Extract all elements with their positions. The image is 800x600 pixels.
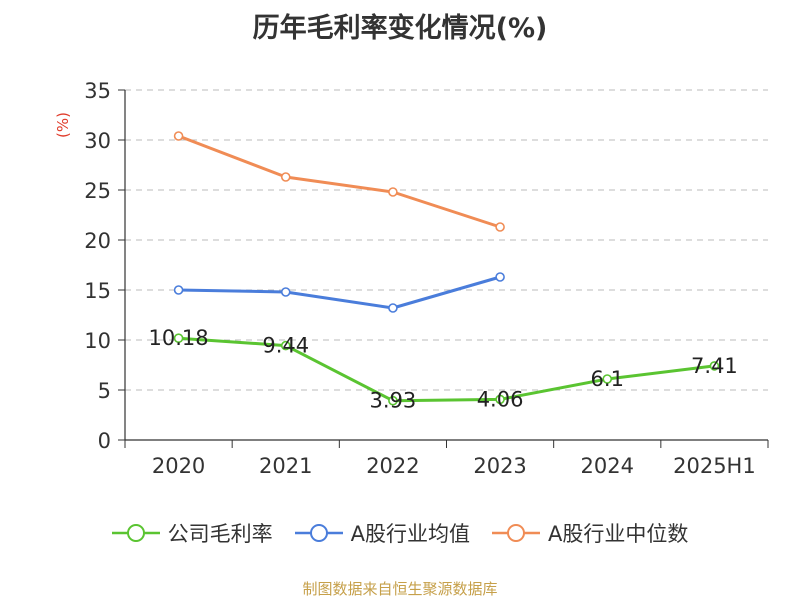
y-axis-label: (%) (54, 112, 72, 138)
series-line-0 (178, 336, 715, 403)
x-tick-label: 2024 (581, 454, 634, 478)
data-label: 9.44 (262, 334, 309, 358)
y-tick-label: 10 (84, 329, 111, 353)
legend-label: 公司毛利率 (167, 522, 273, 546)
data-point (388, 187, 398, 197)
series-line-1 (178, 275, 501, 310)
data-point (173, 285, 184, 295)
legend-marker-icon (111, 524, 160, 542)
axes: 0 5 10 15 20 25 30 35 2020 2021 2022 2023 2024 2025H1… (54, 79, 769, 478)
legend-item[interactable]: 公司毛利率 (111, 518, 273, 548)
series-line-2 (178, 134, 501, 229)
data-point (173, 131, 184, 141)
x-tick-label: 2025H1 (673, 454, 756, 478)
data-point (495, 222, 505, 232)
source-note: 制图数据来自恒生聚源数据库 (302, 580, 498, 598)
y-tick-label: 15 (84, 279, 111, 303)
legend-label: A股行业均值 (350, 522, 470, 546)
data-label: 7.41 (691, 354, 738, 378)
data-point (388, 395, 398, 406)
y-tick-label: 5 (98, 379, 111, 403)
data-point (495, 272, 505, 282)
grid-lines (125, 89, 768, 391)
legend-label: A股行业中位数 (548, 522, 689, 546)
y-tick-label: 0 (98, 429, 111, 453)
data-point (495, 394, 505, 405)
y-tick-label: 35 (84, 79, 111, 103)
legend: 公司毛利率 A股行业均值 A股行业中位数 (0, 518, 800, 548)
legend-item[interactable]: A股行业均值 (294, 518, 470, 548)
data-labels: 10.18 9.44 3.93 4.06 6.1 7.41 (149, 326, 738, 413)
x-tick-label: 2022 (366, 454, 419, 478)
legend-marker-icon (294, 524, 343, 542)
data-label: 4.06 (477, 387, 524, 411)
data-point (280, 172, 291, 182)
data-label: 3.93 (370, 389, 417, 413)
legend-marker-icon (492, 524, 540, 542)
y-tick-label: 30 (84, 129, 111, 153)
y-tick-label: 25 (84, 179, 111, 203)
data-label: 10.18 (149, 326, 209, 350)
x-tick-label: 2021 (259, 454, 312, 478)
data-point (709, 361, 720, 371)
series-lines (173, 131, 720, 406)
data-point (173, 333, 184, 344)
x-tick-label: 2023 (473, 454, 526, 478)
data-point (388, 303, 398, 313)
data-point (280, 287, 291, 297)
data-label: 6.1 (591, 367, 624, 391)
data-point (602, 374, 613, 384)
data-point (280, 340, 291, 351)
chart-title: 历年毛利率变化情况(%) (252, 13, 548, 44)
legend-item[interactable]: A股行业中位数 (492, 518, 688, 548)
y-tick-label: 20 (84, 229, 111, 253)
x-tick-label: 2020 (152, 454, 205, 478)
